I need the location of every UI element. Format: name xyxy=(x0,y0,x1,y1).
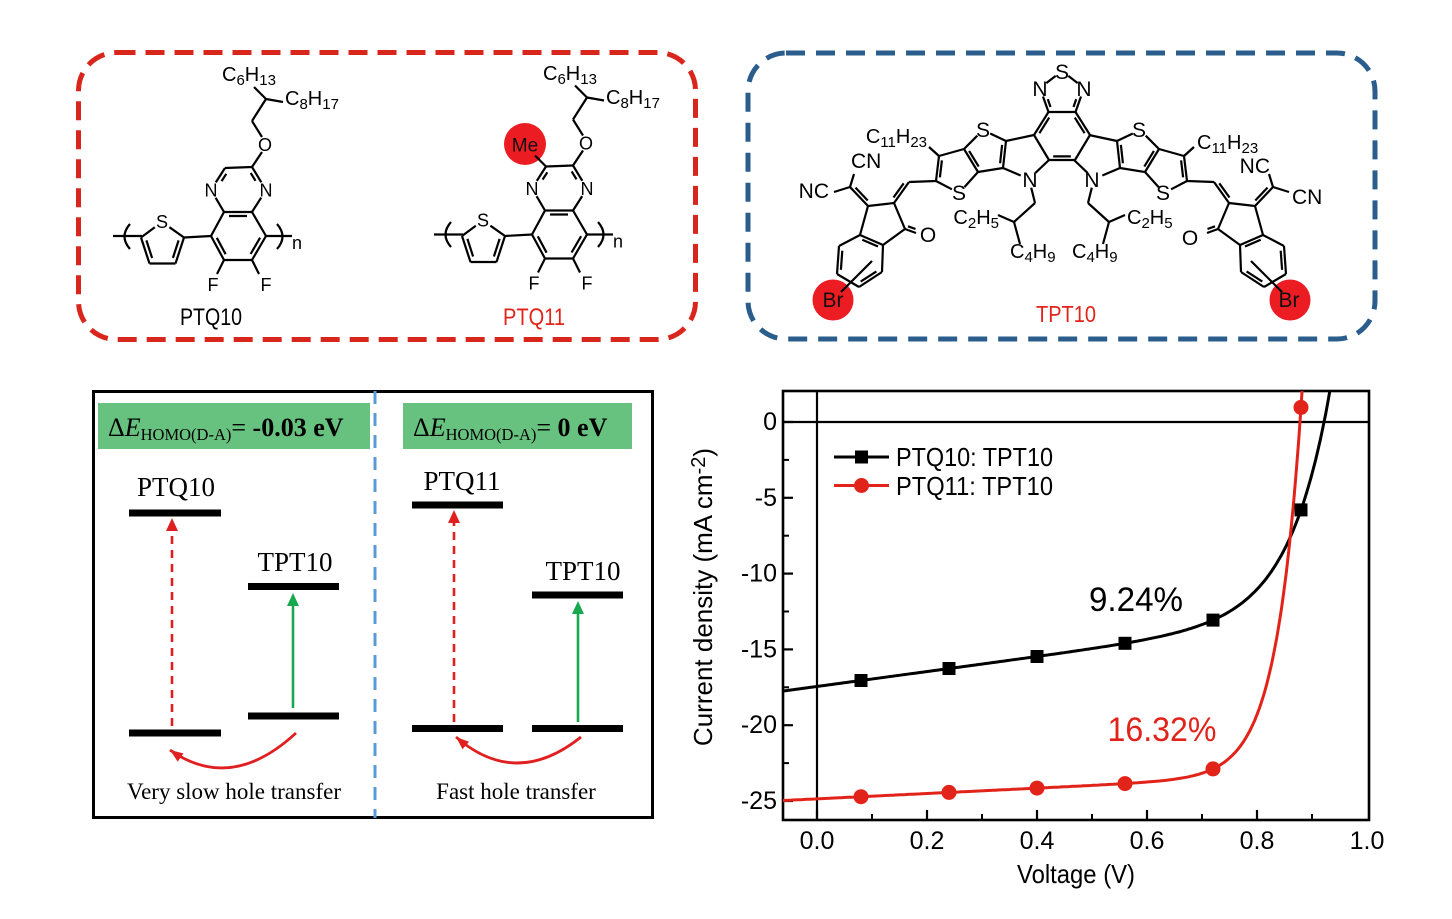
svg-text:C4H9: C4H9 xyxy=(1010,241,1056,266)
svg-text:NC: NC xyxy=(799,180,829,203)
svg-text:F: F xyxy=(208,275,219,295)
svg-text:S: S xyxy=(952,182,966,205)
svg-text:TPT10: TPT10 xyxy=(257,547,332,577)
svg-text:Very slow hole transfer: Very slow hole transfer xyxy=(127,779,341,804)
svg-text:NC: NC xyxy=(1240,155,1270,178)
svg-text:C8H17: C8H17 xyxy=(606,87,660,112)
svg-text:PTQ11: PTQ11 xyxy=(503,304,565,331)
svg-text:S: S xyxy=(1055,61,1069,84)
svg-text:Br: Br xyxy=(1279,289,1300,312)
svg-text:Voltage (V): Voltage (V) xyxy=(1017,859,1135,889)
svg-text:C11H23: C11H23 xyxy=(866,126,927,151)
svg-text:N: N xyxy=(581,179,594,199)
svg-text:N: N xyxy=(260,181,273,201)
svg-text:0.8: 0.8 xyxy=(1240,827,1275,855)
svg-text:S: S xyxy=(1156,182,1170,205)
svg-text:C8H17: C8H17 xyxy=(285,88,339,113)
svg-text:Br: Br xyxy=(823,289,844,312)
svg-text:n: n xyxy=(292,233,302,253)
svg-text:S: S xyxy=(976,119,990,142)
svg-text:Current density (mA cm-2): Current density (mA cm-2) xyxy=(688,448,718,746)
svg-text:9.24%: 9.24% xyxy=(1089,581,1183,619)
svg-text:Me: Me xyxy=(512,136,538,157)
svg-text:C2H5: C2H5 xyxy=(953,207,999,232)
svg-text:-5: -5 xyxy=(755,484,777,512)
svg-text:O: O xyxy=(920,224,936,247)
svg-text:TPT10: TPT10 xyxy=(1036,301,1096,327)
svg-text:C6H13: C6H13 xyxy=(543,63,597,88)
svg-text:N: N xyxy=(1032,78,1047,101)
svg-text:0.4: 0.4 xyxy=(1020,827,1055,855)
svg-text:PTQ11: PTQ11 xyxy=(423,466,500,496)
svg-text:ΔEHOMO(D-A)= 0 eV: ΔEHOMO(D-A)= 0 eV xyxy=(413,413,608,444)
svg-text:O: O xyxy=(258,135,272,155)
svg-text:CN: CN xyxy=(851,150,881,173)
svg-text:S: S xyxy=(156,212,168,232)
svg-text:F: F xyxy=(582,274,593,294)
svg-text:C6H13: C6H13 xyxy=(222,64,276,89)
svg-text:PTQ10: PTQ10 xyxy=(137,472,215,502)
svg-text:S: S xyxy=(477,211,489,231)
svg-text:n: n xyxy=(613,232,623,252)
svg-text:F: F xyxy=(261,275,272,295)
svg-text:0: 0 xyxy=(763,408,777,436)
svg-text:S: S xyxy=(1132,119,1146,142)
svg-text:PTQ10: TPT10: PTQ10: TPT10 xyxy=(896,442,1053,472)
svg-text:O: O xyxy=(579,134,593,154)
svg-text:Fast hole transfer: Fast hole transfer xyxy=(436,779,596,804)
svg-text:N: N xyxy=(1076,78,1091,101)
svg-text:-15: -15 xyxy=(741,635,777,663)
svg-text:N: N xyxy=(1084,169,1099,192)
svg-text:F: F xyxy=(529,274,540,294)
svg-text:C2H5: C2H5 xyxy=(1127,207,1173,232)
svg-text:PTQ11: TPT10: PTQ11: TPT10 xyxy=(896,471,1053,501)
svg-text:-20: -20 xyxy=(741,711,777,739)
svg-text:O: O xyxy=(1182,227,1198,250)
svg-text:0.2: 0.2 xyxy=(910,827,945,855)
svg-text:PTQ10: PTQ10 xyxy=(180,304,242,331)
svg-text:CN: CN xyxy=(1292,186,1322,209)
svg-text:-10: -10 xyxy=(741,560,777,588)
svg-text:-25: -25 xyxy=(741,787,777,815)
svg-text:0.0: 0.0 xyxy=(800,827,835,855)
svg-text:TPT10: TPT10 xyxy=(545,556,620,586)
svg-text:N: N xyxy=(526,179,539,199)
svg-text:0.6: 0.6 xyxy=(1130,827,1165,855)
svg-text:16.32%: 16.32% xyxy=(1108,711,1217,749)
svg-text:C4H9: C4H9 xyxy=(1072,241,1118,266)
svg-text:N: N xyxy=(205,181,218,201)
svg-text:N: N xyxy=(1022,169,1037,192)
svg-text:1.0: 1.0 xyxy=(1350,827,1385,855)
svg-text:C11H23: C11H23 xyxy=(1197,132,1258,157)
